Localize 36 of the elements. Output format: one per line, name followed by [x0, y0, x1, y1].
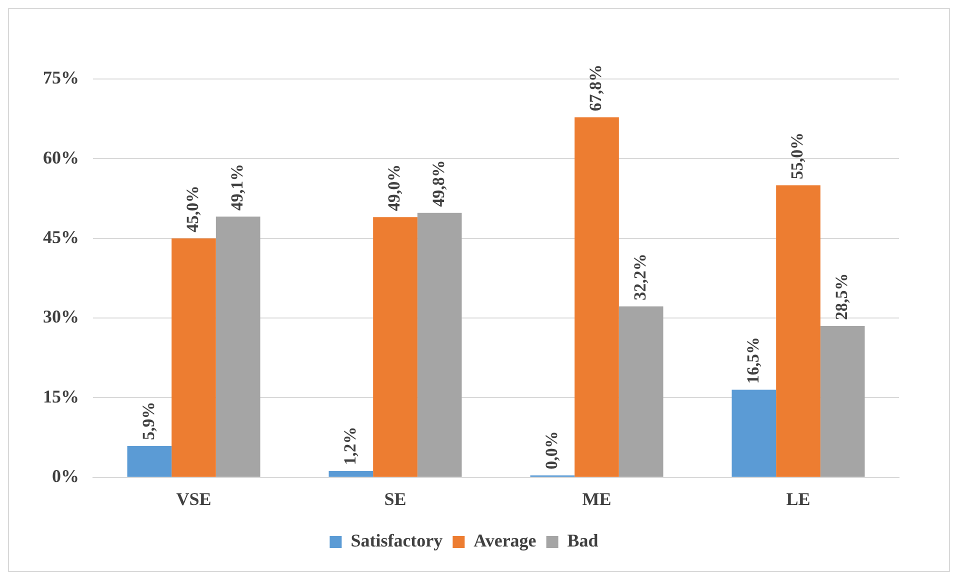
bar	[127, 446, 172, 477]
y-tick-label: 45%	[43, 227, 79, 248]
bar	[373, 217, 418, 477]
x-tick-label: LE	[786, 488, 810, 509]
y-tick-label: 0%	[52, 466, 79, 486]
bar	[776, 185, 820, 477]
data-label: 55,0%	[788, 132, 807, 180]
y-tick-label: 75%	[43, 68, 79, 88]
x-tick-label: ME	[582, 488, 612, 509]
data-label: 16,5%	[743, 337, 762, 384]
x-tick-label: SE	[384, 488, 406, 509]
data-label: 0,0%	[542, 431, 561, 470]
bar	[172, 238, 216, 477]
x-tick-label: VSE	[176, 488, 212, 509]
bar	[574, 117, 619, 477]
data-label: 49,1%	[227, 164, 246, 211]
bar	[618, 306, 664, 477]
bar	[216, 216, 260, 477]
bar	[820, 326, 865, 477]
data-label: 28,5%	[832, 273, 851, 320]
bar	[732, 390, 776, 477]
data-label: 45,0%	[183, 186, 202, 232]
y-tick-label: 30%	[43, 306, 79, 327]
data-label: 49,8%	[428, 160, 448, 207]
data-label: 5,9%	[138, 402, 158, 440]
y-tick-label: 15%	[43, 386, 79, 406]
data-label: 32,2%	[630, 254, 650, 300]
bar	[417, 212, 462, 477]
data-label: 49,0%	[384, 164, 404, 212]
legend-label: Average	[474, 530, 536, 551]
bar	[328, 471, 374, 477]
legend-label: Bad	[567, 530, 598, 551]
data-label: 1,2%	[340, 426, 360, 466]
legend-label: Satisfactory	[350, 530, 443, 551]
data-label: 67,8%	[586, 64, 606, 112]
y-tick-label: 60%	[43, 147, 79, 168]
